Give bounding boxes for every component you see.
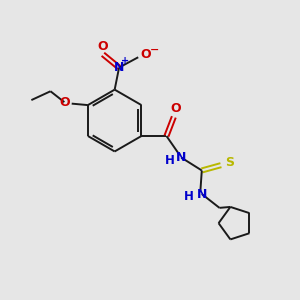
Text: O: O bbox=[140, 48, 151, 61]
Text: O: O bbox=[59, 96, 70, 109]
Text: −: − bbox=[150, 45, 159, 55]
Text: O: O bbox=[170, 102, 181, 115]
Text: N: N bbox=[114, 61, 124, 74]
Text: +: + bbox=[122, 56, 130, 66]
Text: H: H bbox=[165, 154, 175, 167]
Text: N: N bbox=[176, 151, 186, 164]
Text: H: H bbox=[184, 190, 194, 202]
Text: O: O bbox=[97, 40, 108, 53]
Text: S: S bbox=[225, 156, 234, 169]
Text: N: N bbox=[196, 188, 207, 200]
